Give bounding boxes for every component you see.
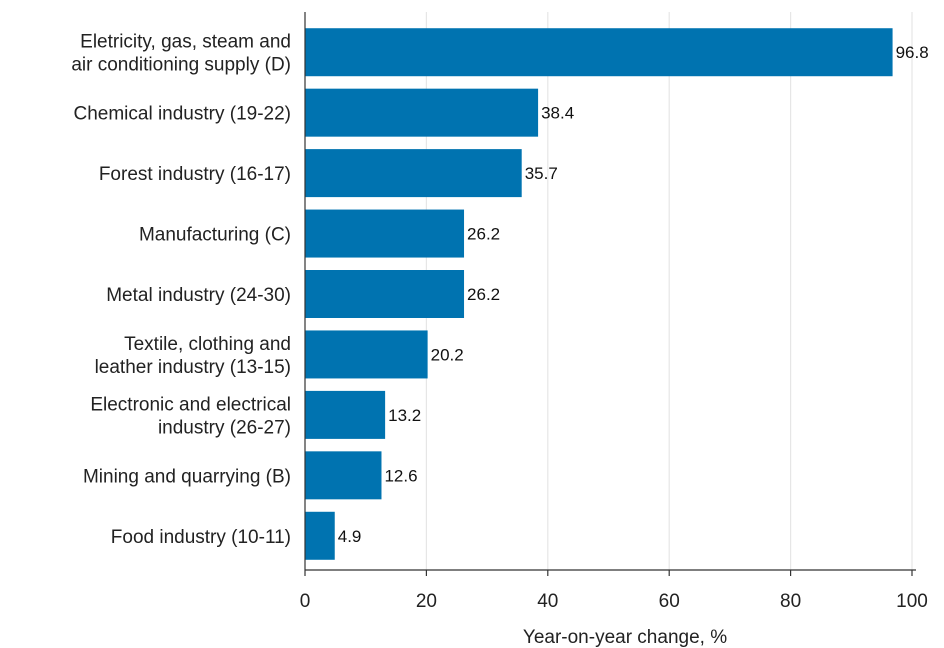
x-tick-label: 60 — [659, 591, 680, 612]
x-tick-label: 0 — [300, 591, 311, 612]
value-label: 26.2 — [467, 225, 500, 244]
bar — [305, 149, 522, 198]
bar — [305, 330, 428, 379]
category-label: Chemical industry (19-22) — [73, 104, 291, 125]
value-label: 13.2 — [388, 406, 421, 425]
bars — [305, 28, 893, 560]
value-label: 12.6 — [384, 466, 417, 485]
category-label: Metal industry (24-30) — [106, 285, 291, 306]
bar — [305, 451, 382, 500]
category-label: Manufacturing (C) — [139, 225, 291, 246]
bar — [305, 511, 335, 560]
value-label: 96.8 — [896, 43, 929, 62]
x-tick-label: 40 — [537, 591, 558, 612]
axes — [304, 12, 916, 576]
category-label: Textile, clothing and — [124, 334, 291, 355]
bar — [305, 88, 539, 137]
bar — [305, 28, 893, 77]
value-labels: 96.8 38.4 35.7 26.2 26.2 20.2 13.2 12.6 4.9 — [338, 43, 929, 546]
category-label: Mining and quarrying (B) — [83, 466, 291, 487]
x-axis-title: Year-on-year change, % — [523, 627, 727, 648]
x-tick-labels: 0 20 40 60 80 100 — [300, 591, 928, 612]
category-label: leather industry (13-15) — [95, 357, 291, 378]
x-tick-label: 100 — [896, 591, 928, 612]
value-label: 26.2 — [467, 285, 500, 304]
bar — [305, 270, 465, 318]
x-tick-label: 80 — [780, 591, 801, 612]
category-label: industry (26-27) — [158, 417, 291, 438]
value-label: 4.9 — [338, 527, 362, 546]
category-label: Forest industry (16-17) — [99, 164, 291, 185]
category-label: Food industry (10-11) — [111, 527, 291, 548]
grid-lines — [425, 12, 913, 570]
category-label: Electronic and electrical — [90, 394, 291, 415]
category-label: Eletricity, gas, steam and — [80, 32, 291, 53]
bar — [305, 209, 465, 258]
value-label: 38.4 — [541, 104, 574, 123]
category-label: air conditioning supply (D) — [71, 55, 291, 76]
value-label: 35.7 — [525, 164, 558, 183]
bar — [305, 390, 386, 439]
x-tick-label: 20 — [416, 591, 437, 612]
value-label: 20.2 — [431, 345, 464, 364]
